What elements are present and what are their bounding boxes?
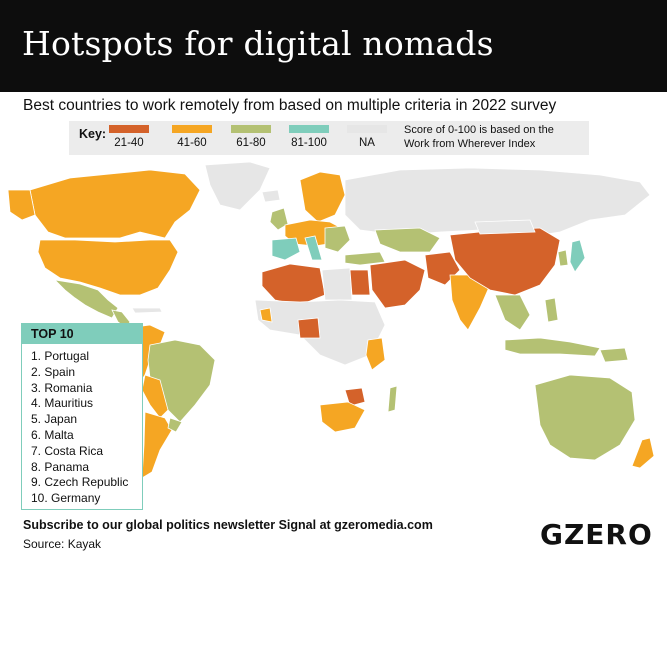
- region-maghreb: [261, 263, 326, 306]
- region-central-asia: [374, 227, 441, 253]
- top10-item: 9. Czech Republic: [31, 475, 129, 490]
- legend-item-81-100: 81-100: [281, 125, 337, 149]
- region-iberia: [271, 237, 301, 261]
- region-new-zealand: [631, 437, 655, 469]
- region-argentina: [141, 411, 173, 479]
- world-map-svg: [7, 161, 655, 481]
- region-indonesia: [504, 337, 601, 357]
- region-southeast-asia: [494, 294, 531, 331]
- region-uk: [269, 207, 289, 231]
- top10-item: 6. Malta: [31, 427, 74, 442]
- legend-item-na: NA: [339, 125, 395, 149]
- top10-list: 1. Portugal 2. Spain 3. Romania 4. Mauri…: [22, 349, 142, 507]
- region-canada: [29, 169, 201, 239]
- region-zimbabwe: [344, 387, 366, 407]
- region-east-africa: [365, 337, 386, 371]
- top10-item: 4. Mauritius: [31, 396, 94, 411]
- source-text: Source: Kayak: [23, 537, 102, 551]
- legend-item-41-60: 41-60: [164, 125, 220, 149]
- region-turkey: [344, 251, 386, 266]
- region-japan: [569, 239, 586, 273]
- legend-item-21-40: 21-40: [101, 125, 157, 149]
- legend-label: 21-40: [114, 137, 144, 149]
- region-uruguay: [167, 417, 183, 433]
- region-iceland: [261, 189, 281, 203]
- top10-item: 10. Germany: [31, 491, 101, 506]
- legend-item-61-80: 61-80: [223, 125, 279, 149]
- gzero-logo: GZERO: [540, 518, 653, 551]
- region-png: [599, 347, 629, 363]
- top10-item: 8. Panama: [31, 459, 90, 474]
- region-nigeria: [297, 317, 321, 339]
- region-madagascar: [387, 385, 398, 413]
- legend-swatch: [347, 125, 387, 133]
- region-west-africa: [259, 307, 273, 323]
- region-italy: [304, 235, 323, 261]
- legend-note-line1: Score of 0-100 is based on the: [404, 124, 554, 136]
- legend-label: 41-60: [177, 137, 207, 149]
- region-central-africa: [254, 299, 386, 366]
- top10-item: 3. Romania: [31, 380, 93, 395]
- top10-box: TOP 10 1. Portugal 2. Spain 3. Romania 4…: [21, 323, 143, 510]
- top10-item: 5. Japan: [31, 412, 78, 427]
- region-usa: [37, 239, 179, 296]
- region-south-africa: [319, 401, 366, 433]
- world-map: [0, 160, 667, 500]
- region-middle-east: [369, 259, 426, 309]
- page-title: Hotspots for digital nomads: [22, 24, 494, 63]
- top10-item: 7. Costa Rica: [31, 443, 104, 458]
- legend-label: 61-80: [236, 137, 266, 149]
- legend-note-line2: Work from Wherever Index: [404, 137, 536, 150]
- legend-swatch: [172, 125, 212, 133]
- subtitle: Best countries to work remotely from bas…: [23, 97, 557, 114]
- legend-swatch: [231, 125, 271, 133]
- subscribe-text: Subscribe to our global politics newslet…: [23, 518, 433, 532]
- region-egypt: [349, 269, 371, 296]
- legend-label: 81-100: [291, 137, 327, 149]
- region-greenland: [204, 161, 271, 211]
- top10-item: 1. Portugal: [31, 349, 90, 363]
- top10-title: TOP 10: [22, 324, 142, 344]
- region-korea: [557, 249, 569, 267]
- top10-item: 2. Spain: [31, 364, 76, 379]
- region-caribbean: [131, 307, 163, 314]
- region-australia: [534, 374, 636, 461]
- legend-note: Score of 0-100 is based on the Work from…: [404, 124, 584, 151]
- legend-title: Key:: [79, 127, 107, 141]
- region-philippines: [544, 297, 559, 323]
- region-mexico: [53, 279, 119, 319]
- legend-swatch: [289, 125, 329, 133]
- region-scandinavia: [299, 171, 346, 223]
- title-bar: Hotspots for digital nomads: [0, 0, 667, 92]
- region-mongolia: [474, 219, 536, 235]
- legend: Key: 21-40 41-60 61-80 81-100 NA Score o…: [69, 121, 589, 155]
- legend-swatch: [109, 125, 149, 133]
- region-balkans: [324, 225, 351, 253]
- region-alaska: [7, 189, 36, 221]
- region-libya: [321, 267, 353, 301]
- legend-label: NA: [359, 137, 375, 149]
